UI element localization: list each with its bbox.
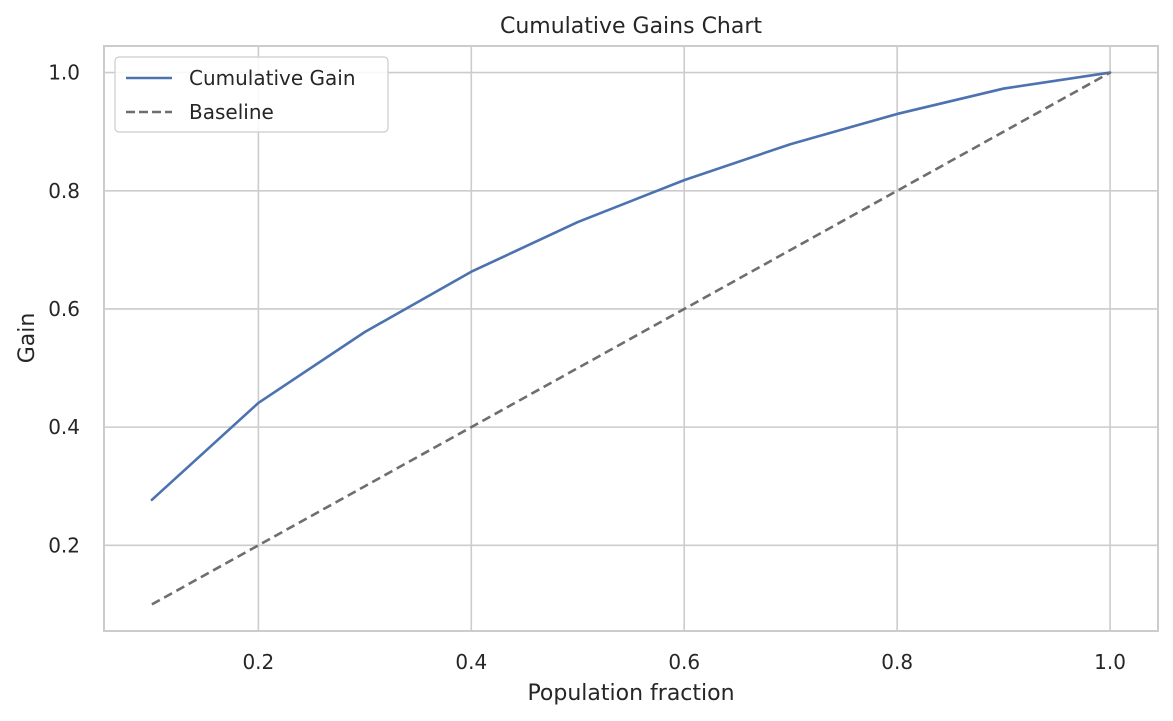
y-tick-label: 0.6 [48, 297, 80, 321]
x-tick-label: 1.0 [1094, 650, 1126, 674]
grid [104, 46, 1158, 631]
y-tick-label: 1.0 [48, 61, 80, 85]
x-axis-label: Population fraction [527, 681, 734, 706]
x-tick-label: 0.8 [881, 650, 913, 674]
y-tick-labels: 0.2 0.4 0.6 0.8 1.0 [48, 61, 80, 558]
legend-label-cumulative-gain: Cumulative Gain [189, 66, 356, 90]
y-tick-label: 0.4 [48, 415, 80, 439]
y-tick-label: 0.8 [48, 179, 80, 203]
legend: Cumulative Gain Baseline [114, 56, 389, 133]
y-tick-label: 0.2 [48, 533, 80, 557]
x-tick-label: 0.6 [668, 650, 700, 674]
series-layer [150, 71, 1112, 606]
y-axis-label: Gain [15, 313, 40, 364]
series-line-cumulative-gain [150, 71, 1112, 502]
legend-box [114, 56, 389, 133]
chart-title: Cumulative Gains Chart [500, 14, 762, 39]
x-tick-label: 0.2 [242, 650, 274, 674]
x-tick-labels: 0.2 0.4 0.6 0.8 1.0 [242, 650, 1126, 674]
x-tick-label: 0.4 [455, 650, 487, 674]
series-line-baseline [151, 71, 1111, 606]
plot-frame [103, 45, 1159, 632]
legend-label-baseline: Baseline [189, 100, 274, 124]
